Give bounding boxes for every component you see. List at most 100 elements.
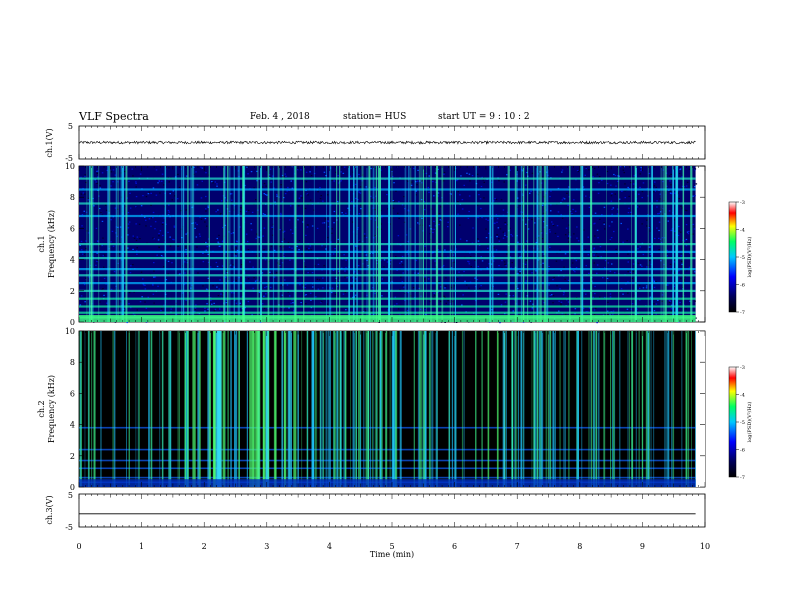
noise-pixel	[525, 184, 527, 186]
sferic-line	[576, 331, 578, 487]
noise-pixel	[613, 230, 615, 233]
noise-pixel	[278, 304, 280, 306]
noise-pixel	[363, 235, 366, 237]
ch1-waveform-panel: 5 -5 ch.1(V)	[45, 122, 706, 163]
noise-pixel	[468, 261, 470, 263]
noise-pixel	[355, 278, 357, 280]
noise-pixel	[265, 293, 267, 295]
sferic-line	[129, 331, 130, 487]
noise-pixel	[290, 205, 292, 207]
noise-pixel	[177, 245, 179, 247]
noise-pixel	[537, 237, 540, 239]
noise-pixel	[123, 171, 126, 173]
sferic-line	[293, 166, 295, 322]
noise-pixel	[298, 197, 301, 199]
noise-pixel	[442, 180, 445, 182]
sferic-line	[590, 166, 593, 322]
noise-pixel	[145, 307, 148, 309]
noise-pixel	[262, 218, 265, 220]
noise-pixel	[277, 262, 279, 264]
sferic-line	[436, 166, 439, 322]
noise-pixel	[673, 285, 676, 287]
noise-pixel	[176, 198, 179, 200]
sferic-line	[348, 166, 350, 322]
noise-pixel	[648, 246, 651, 248]
noise-pixel	[167, 214, 170, 216]
noise-pixel	[606, 310, 609, 312]
sferic-line	[568, 331, 570, 487]
noise-pixel	[487, 247, 489, 249]
noise-pixel	[550, 210, 552, 212]
noise-pixel	[559, 288, 561, 290]
time-tick-label: 0	[76, 542, 81, 551]
noise-pixel	[501, 260, 503, 262]
sferic-line	[507, 166, 509, 322]
noise-pixel	[592, 176, 594, 178]
noise-pixel	[207, 253, 209, 255]
noise-pixel	[206, 288, 209, 291]
sferic-line	[389, 331, 391, 487]
noise-pixel	[400, 261, 403, 263]
noise-pixel	[231, 193, 233, 195]
noise-pixel	[611, 192, 613, 195]
noise-pixel	[670, 184, 672, 186]
sferic-line	[614, 331, 616, 487]
time-tick-label: 10	[700, 542, 710, 551]
noise-pixel	[666, 249, 668, 251]
sferic-line	[336, 166, 338, 322]
noise-pixel	[438, 213, 441, 215]
noise-pixel	[172, 190, 175, 192]
noise-pixel	[329, 307, 332, 309]
noise-pixel	[680, 255, 683, 257]
noise-pixel	[630, 308, 632, 310]
noise-pixel	[494, 197, 496, 200]
sferic-line	[371, 331, 373, 487]
noise-pixel	[216, 265, 219, 268]
noise-pixel	[616, 252, 618, 254]
noise-pixel	[141, 214, 143, 216]
noise-pixel	[633, 175, 636, 177]
noise-pixel	[283, 230, 286, 232]
noise-pixel	[683, 304, 685, 306]
sferic-line	[234, 331, 236, 487]
noise-pixel	[370, 195, 372, 197]
noise-pixel	[548, 266, 550, 268]
spectral-band	[79, 289, 696, 292]
noise-pixel	[649, 296, 652, 298]
noise-pixel	[588, 169, 590, 171]
sferic-line	[451, 331, 454, 487]
noise-pixel	[487, 219, 489, 221]
noise-pixel	[129, 272, 132, 274]
noise-pixel	[681, 207, 683, 209]
noise-pixel	[531, 308, 533, 310]
noise-pixel	[398, 201, 400, 203]
noise-pixel	[273, 187, 275, 189]
noise-pixel	[681, 185, 684, 187]
noise-pixel	[128, 221, 131, 223]
noise-pixel	[85, 247, 87, 249]
sferic-line	[138, 331, 140, 487]
sferic-line	[320, 331, 321, 487]
noise-pixel	[132, 175, 134, 177]
noise-pixel	[93, 205, 95, 207]
noise-pixel	[327, 220, 330, 223]
noise-pixel	[685, 245, 688, 247]
noise-pixel	[219, 279, 221, 281]
noise-pixel	[236, 241, 238, 243]
noise-pixel	[491, 287, 493, 289]
noise-pixel	[485, 228, 487, 230]
noise-pixel	[167, 260, 170, 262]
noise-pixel	[496, 221, 498, 223]
noise-pixel	[637, 248, 639, 250]
noise-pixel	[536, 237, 538, 239]
noise-pixel	[415, 190, 418, 192]
noise-pixel	[564, 278, 566, 280]
noise-pixel	[423, 201, 426, 203]
sferic-line	[168, 331, 170, 487]
noise-pixel	[616, 213, 619, 215]
noise-pixel	[673, 261, 676, 263]
noise-pixel	[310, 174, 313, 177]
noise-pixel	[293, 310, 295, 312]
noise-pixel	[521, 170, 524, 172]
